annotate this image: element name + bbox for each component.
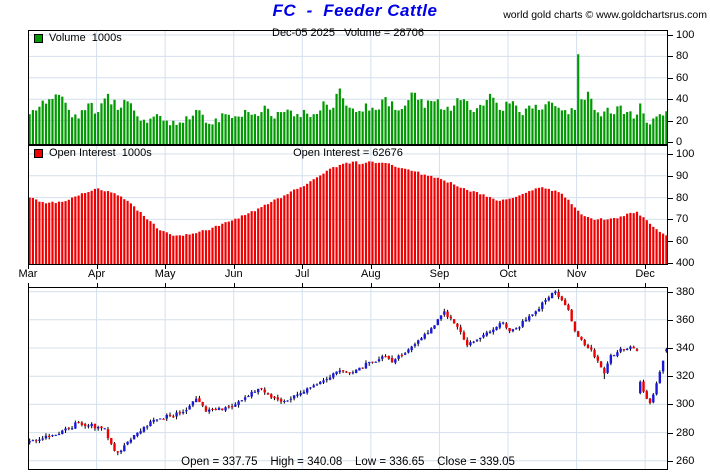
y-axis-tick	[668, 154, 673, 155]
x-axis-tick	[577, 283, 578, 287]
open-interest-legend-label: Open Interest 1000s	[49, 147, 152, 159]
x-axis-month-label: Sep	[429, 268, 450, 280]
x-axis-tick	[645, 283, 646, 287]
volume-panel: Volume 1000s	[28, 30, 668, 145]
y-axis-label: 90	[676, 170, 689, 182]
x-axis-month-label: Apr	[88, 268, 106, 280]
y-axis-label: 0	[676, 136, 683, 148]
y-axis-label: 40	[676, 93, 689, 105]
y-axis-tick	[668, 263, 673, 264]
x-axis-month-label: Jul	[295, 268, 310, 280]
y-axis-tick	[668, 56, 673, 57]
x-axis-tick	[645, 265, 646, 269]
y-axis-tick	[668, 99, 673, 100]
y-axis-tick	[668, 348, 673, 349]
y-axis-tick	[668, 320, 673, 321]
y-axis-label: 340	[676, 342, 695, 354]
y-axis-tick	[668, 404, 673, 405]
x-axis-tick	[577, 265, 578, 269]
y-axis-label: 360	[676, 314, 695, 326]
y-axis-tick	[668, 292, 673, 293]
y-axis-label: 380	[676, 286, 695, 298]
y-axis-label: 80	[676, 192, 689, 204]
y-axis-label: 320	[676, 370, 695, 382]
open-interest-bars-canvas	[29, 146, 667, 264]
x-axis-tick	[165, 265, 166, 269]
x-axis-month-label: Dec	[635, 268, 655, 280]
x-axis-tick	[28, 265, 29, 269]
page-title: FC - Feeder Cattle	[272, 1, 438, 20]
y-axis-label: 20	[676, 115, 689, 127]
price-panel	[28, 287, 668, 470]
y-axis-label: 60	[676, 72, 689, 84]
volume-legend-label: Volume 1000s	[49, 32, 122, 44]
y-axis-label: 300	[676, 398, 695, 410]
y-axis-tick	[668, 176, 673, 177]
y-axis-tick	[668, 376, 673, 377]
y-axis-tick	[668, 461, 673, 462]
open-interest-panel: Open Interest 1000s	[28, 145, 668, 265]
x-axis-month-label: Oct	[499, 268, 517, 280]
y-axis-tick	[668, 433, 673, 434]
y-axis-tick	[668, 142, 673, 143]
y-axis-label: 100	[676, 29, 695, 41]
y-axis-tick	[668, 219, 673, 220]
x-axis-tick	[508, 283, 509, 287]
y-axis-tick	[668, 35, 673, 36]
x-axis-tick	[439, 283, 440, 287]
y-axis-label: 280	[676, 427, 695, 439]
x-axis-tick	[439, 265, 440, 269]
volume-header: Dec-05 2025 Volume = 28706	[272, 27, 424, 39]
x-axis-tick	[28, 283, 29, 287]
y-axis-label: 70	[676, 213, 689, 225]
x-axis-tick	[371, 283, 372, 287]
volume-legend-swatch	[34, 34, 43, 43]
x-axis-tick	[97, 265, 98, 269]
x-axis-month-label: Mar	[18, 268, 38, 280]
x-axis-tick	[234, 265, 235, 269]
open-interest-header: Open Interest = 62676	[293, 147, 403, 159]
x-axis-tick	[302, 283, 303, 287]
x-axis-month-label: Nov	[566, 268, 587, 280]
x-axis-tick	[508, 265, 509, 269]
y-axis-label: 400	[676, 257, 695, 269]
y-axis-tick	[668, 241, 673, 242]
y-axis-tick	[668, 121, 673, 122]
x-axis-tick	[371, 265, 372, 269]
y-axis-label: 260	[676, 455, 695, 467]
volume-bars-canvas	[29, 31, 667, 144]
y-axis-label: 100	[676, 148, 695, 160]
y-axis-label: 60	[676, 235, 689, 247]
x-axis-tick	[97, 283, 98, 287]
y-axis-tick	[668, 198, 673, 199]
x-axis-month-label: Aug	[361, 268, 381, 280]
ohlc-footer: Open = 337.75 High = 340.08 Low = 336.65…	[181, 456, 515, 468]
attribution-text: world gold charts © www.goldchartsrus.co…	[503, 9, 707, 21]
y-axis-label: 80	[676, 50, 689, 62]
x-axis-month-label: Jun	[224, 268, 243, 280]
x-axis-tick	[234, 283, 235, 287]
candlestick-canvas	[29, 288, 667, 469]
x-axis-tick	[302, 265, 303, 269]
y-axis-tick	[668, 78, 673, 79]
x-axis-tick	[165, 283, 166, 287]
x-axis-month-label: May	[154, 268, 176, 280]
open-interest-legend-swatch	[34, 149, 43, 158]
